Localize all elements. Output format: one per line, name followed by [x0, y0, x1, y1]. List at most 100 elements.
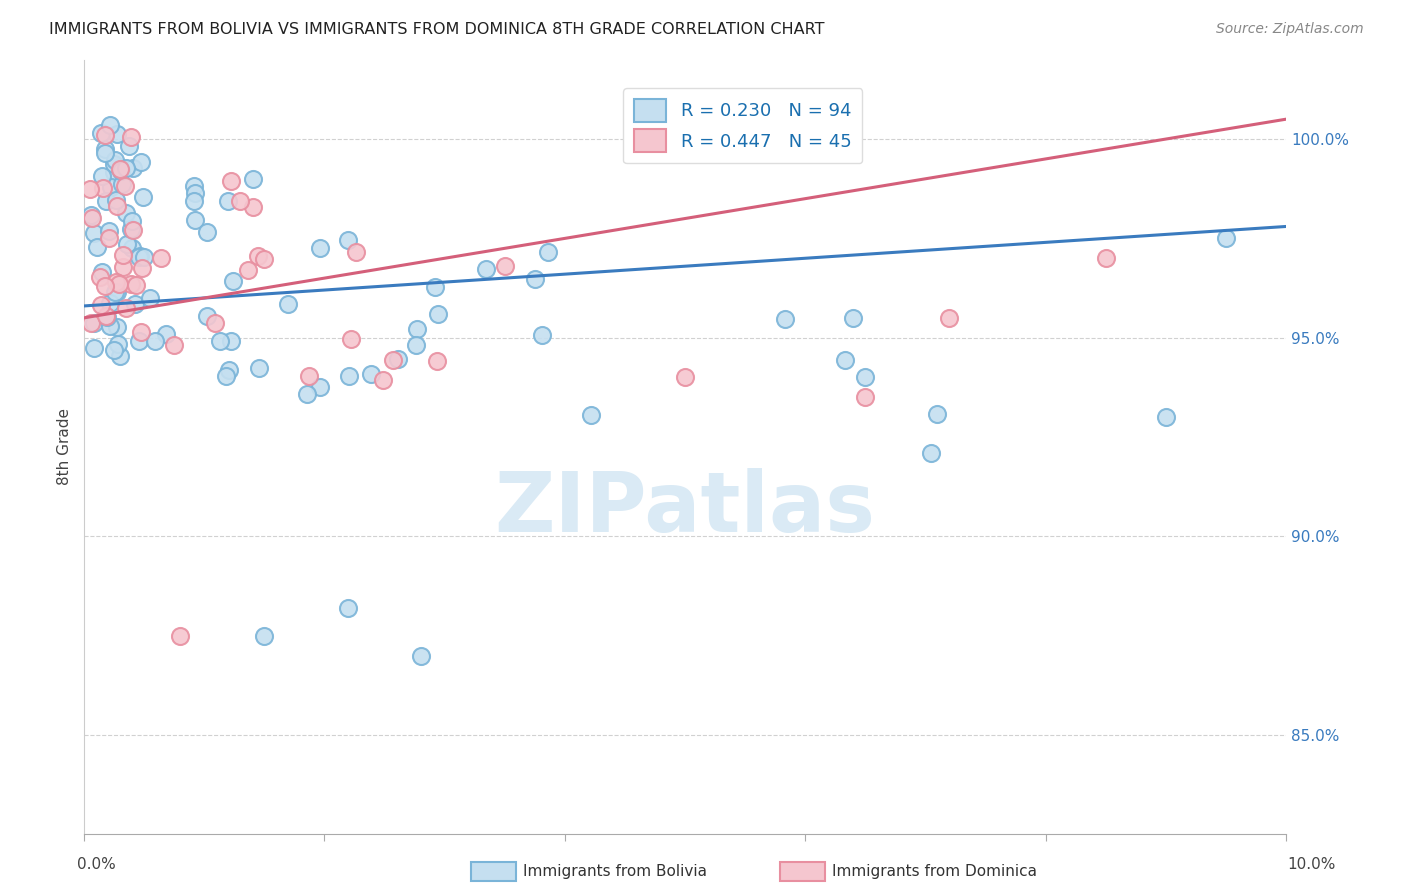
Point [83, 341, 105, 355]
Point [111, 177, 134, 191]
Point [531, 328, 554, 343]
Point [104, 276, 127, 290]
Point [344, 245, 367, 260]
Point [96, 310, 118, 325]
Point [80, 316, 103, 330]
Point [93, 142, 115, 156]
Point [104, 194, 127, 208]
Point [98, 230, 121, 244]
Point [195, 309, 218, 323]
Point [427, 307, 450, 321]
Point [98, 318, 121, 333]
Text: Source: ZipAtlas.com: Source: ZipAtlas.com [1216, 22, 1364, 37]
Point [94, 309, 117, 323]
Point [155, 327, 177, 342]
Point [122, 161, 145, 175]
Point [339, 368, 361, 383]
Point [121, 241, 143, 255]
Text: 10.0%: 10.0% [1288, 857, 1336, 872]
Point [120, 277, 142, 292]
Point [183, 178, 205, 193]
Point [93, 128, 115, 143]
Point [131, 154, 153, 169]
Point [938, 310, 960, 325]
Point [247, 360, 270, 375]
Point [523, 272, 546, 286]
Point [253, 252, 276, 266]
Point [111, 248, 134, 262]
Point [94, 194, 117, 208]
Point [94, 146, 117, 161]
Point [80, 208, 103, 222]
Point [131, 261, 153, 276]
Legend: R = 0.230   N = 94, R = 0.447   N = 45: R = 0.230 N = 94, R = 0.447 N = 45 [623, 88, 862, 163]
Point [79, 182, 101, 196]
Point [129, 325, 152, 339]
Text: IMMIGRANTS FROM BOLIVIA VS IMMIGRANTS FROM DOMINICA 8TH GRADE CORRELATION CHART: IMMIGRANTS FROM BOLIVIA VS IMMIGRANTS FR… [49, 22, 825, 37]
Point [139, 292, 162, 306]
Point [183, 194, 205, 208]
Point [149, 251, 172, 265]
Point [110, 164, 132, 178]
Point [184, 213, 207, 227]
Point [107, 337, 129, 351]
Point [111, 260, 134, 274]
Point [1094, 252, 1116, 266]
Point [277, 296, 299, 310]
Point [219, 174, 242, 188]
Point [340, 332, 363, 346]
Point [337, 601, 360, 615]
Point [215, 368, 238, 383]
Point [143, 334, 166, 349]
Point [120, 130, 142, 145]
Point [125, 278, 148, 293]
Point [773, 312, 796, 326]
Point [537, 244, 560, 259]
Point [129, 249, 152, 263]
Text: Immigrants from Dominica: Immigrants from Dominica [832, 864, 1038, 879]
Point [121, 213, 143, 227]
Point [83, 316, 105, 330]
Point [195, 225, 218, 239]
Point [90, 297, 112, 311]
Point [204, 317, 226, 331]
Point [218, 362, 240, 376]
Point [115, 205, 138, 219]
Point [124, 297, 146, 311]
Point [184, 186, 207, 200]
Point [83, 226, 105, 240]
Point [309, 241, 332, 255]
Point [579, 409, 602, 423]
Point [103, 343, 125, 357]
Point [110, 161, 132, 176]
Point [426, 354, 449, 368]
Point [103, 165, 125, 179]
Point [107, 277, 129, 291]
Point [103, 157, 125, 171]
Point [673, 370, 696, 384]
Point [104, 153, 127, 167]
Point [114, 161, 136, 175]
Point [89, 270, 111, 285]
Point [853, 390, 876, 404]
Point [423, 279, 446, 293]
Point [1215, 231, 1237, 245]
Point [242, 201, 264, 215]
Point [128, 251, 150, 265]
Point [236, 263, 259, 277]
Point [169, 629, 191, 643]
Text: ZIPatlas: ZIPatlas [495, 468, 876, 549]
Point [409, 648, 432, 663]
Point [115, 301, 138, 315]
Point [209, 334, 232, 348]
Point [114, 178, 136, 193]
Point [118, 139, 141, 153]
Point [360, 367, 382, 381]
Point [105, 320, 128, 334]
Text: 0.0%: 0.0% [77, 857, 117, 872]
Point [842, 311, 865, 326]
Point [108, 349, 131, 363]
Point [90, 126, 112, 140]
Point [86, 240, 108, 254]
Point [105, 127, 128, 141]
